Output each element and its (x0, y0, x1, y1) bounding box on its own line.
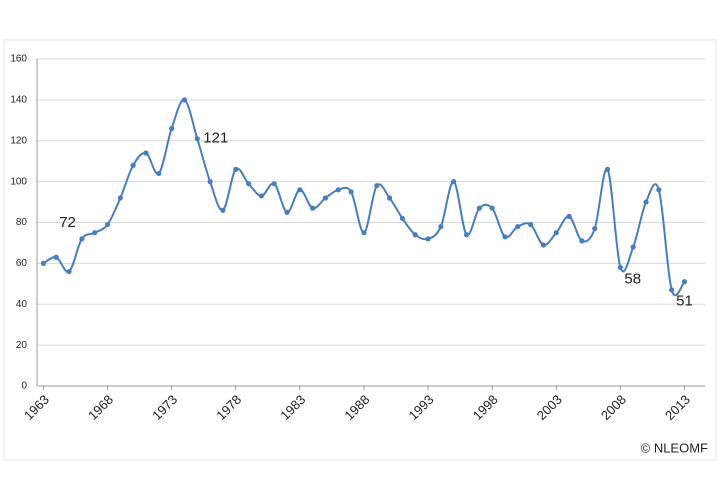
x-tick-label: 1988 (341, 392, 372, 423)
point (284, 209, 290, 215)
chart-frame (3, 39, 717, 461)
point (630, 244, 636, 250)
y-tick-label: 20 (16, 340, 28, 351)
point (220, 207, 226, 213)
x-tick-label: 1998 (470, 392, 501, 423)
value-label: 51 (676, 293, 693, 310)
point (322, 195, 329, 201)
point (245, 181, 252, 187)
x-tick-label: 1983 (277, 392, 308, 423)
point (348, 189, 354, 195)
point (502, 234, 508, 240)
x-tick-label: 1968 (85, 392, 116, 423)
point (579, 238, 585, 244)
point (438, 223, 444, 230)
point (40, 260, 47, 266)
point (540, 242, 547, 248)
point (53, 254, 59, 260)
point (79, 236, 85, 242)
y-tick-label: 160 (10, 54, 27, 65)
point (463, 232, 470, 238)
value-label: 72 (59, 214, 76, 231)
value-label: 121 (203, 130, 228, 147)
point (181, 97, 188, 103)
point (130, 162, 136, 168)
point (617, 264, 623, 271)
point (669, 287, 675, 293)
y-tick-label: 80 (16, 217, 28, 228)
point (104, 221, 111, 228)
point (143, 150, 149, 156)
point (643, 199, 649, 205)
point (656, 187, 662, 193)
point (258, 193, 264, 199)
point (169, 125, 175, 132)
value-label: 58 (624, 270, 641, 287)
point (117, 195, 123, 201)
x-tick-label: 1973 (149, 392, 180, 423)
point (451, 179, 457, 185)
credit: © NLEOMF (641, 440, 708, 455)
point (361, 230, 367, 236)
point (194, 136, 200, 142)
point (412, 232, 418, 238)
y-tick-label: 100 (10, 176, 27, 187)
point (592, 226, 598, 232)
point (335, 187, 341, 193)
point (489, 205, 495, 211)
x-tick-label: 2013 (662, 392, 693, 423)
point (297, 187, 303, 193)
point (681, 279, 688, 285)
line (42, 98, 686, 297)
point (310, 205, 316, 211)
point (386, 195, 393, 201)
point (476, 205, 482, 211)
y-tick-label: 0 (21, 381, 27, 392)
point (399, 215, 406, 222)
point (233, 166, 239, 172)
point (553, 230, 559, 236)
point (66, 268, 72, 275)
y-tick-label: 140 (10, 95, 27, 106)
x-tick-label: 2003 (534, 392, 565, 423)
point (566, 213, 572, 219)
point (425, 236, 431, 242)
point (515, 223, 521, 230)
point (528, 221, 534, 228)
x-tick-label: 1993 (406, 392, 437, 423)
point (207, 179, 213, 185)
point (271, 181, 277, 187)
x-tick-label: 1978 (213, 392, 244, 423)
point (156, 170, 162, 177)
point (92, 230, 98, 236)
x-tick-label: 2008 (598, 392, 629, 423)
y-tick-label: 120 (10, 135, 27, 146)
x-tick-label: 1963 (21, 392, 52, 423)
y-tick-label: 40 (16, 299, 28, 310)
point (604, 166, 611, 172)
point (374, 183, 380, 189)
y-tick-label: 60 (16, 258, 28, 269)
